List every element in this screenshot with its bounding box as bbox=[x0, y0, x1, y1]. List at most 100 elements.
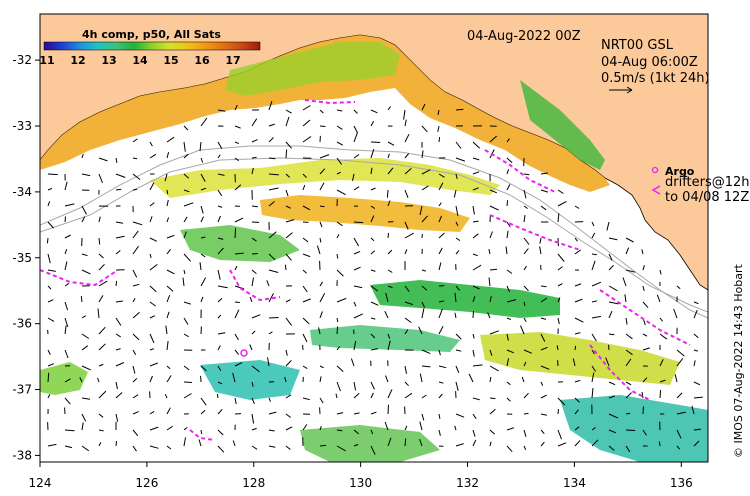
current-vector bbox=[523, 317, 527, 322]
current-vector bbox=[200, 429, 203, 435]
current-vector bbox=[676, 392, 683, 399]
current-vector bbox=[591, 281, 602, 287]
current-vector bbox=[384, 310, 389, 319]
current-vector bbox=[370, 301, 379, 306]
current-vector bbox=[183, 231, 187, 239]
current-vector bbox=[98, 429, 104, 432]
current-vector bbox=[455, 285, 461, 291]
current-vector bbox=[472, 141, 481, 149]
current-vector bbox=[217, 154, 221, 159]
y-tick-label: -34 bbox=[12, 185, 32, 199]
current-vector bbox=[98, 363, 104, 367]
current-vector bbox=[574, 332, 581, 335]
current-vector bbox=[472, 429, 476, 437]
current-vector bbox=[200, 216, 204, 223]
argo-float-marker bbox=[240, 349, 248, 357]
current-vector bbox=[472, 220, 479, 223]
current-vector bbox=[336, 189, 346, 196]
current-vector bbox=[98, 253, 104, 259]
current-vector bbox=[574, 205, 580, 209]
current-vector bbox=[268, 201, 275, 207]
current-vector bbox=[591, 300, 598, 303]
current-vector bbox=[353, 221, 364, 224]
current-vector bbox=[506, 221, 511, 228]
current-vector bbox=[540, 413, 547, 416]
current-vector bbox=[183, 301, 192, 305]
current-vector bbox=[488, 277, 491, 287]
current-vector bbox=[336, 234, 340, 239]
current-vector bbox=[98, 173, 103, 183]
current-vector bbox=[489, 205, 499, 211]
current-vector bbox=[556, 345, 559, 351]
current-vector bbox=[47, 443, 57, 447]
current-vector bbox=[387, 404, 389, 415]
scale-label: 0.5m/s (1kt 24h) bbox=[601, 71, 710, 86]
current-vector bbox=[353, 250, 361, 255]
current-vector bbox=[115, 300, 123, 303]
current-vector bbox=[319, 221, 323, 228]
current-vectors bbox=[46, 101, 703, 455]
y-tick-label: -36 bbox=[12, 317, 32, 331]
current-vector bbox=[370, 250, 376, 255]
current-vector bbox=[132, 411, 139, 415]
current-vector bbox=[234, 397, 237, 404]
current-vector bbox=[523, 248, 529, 255]
current-vector bbox=[234, 333, 239, 341]
current-vector bbox=[489, 296, 492, 303]
current-vector bbox=[421, 150, 424, 159]
current-vector bbox=[370, 392, 374, 399]
current-vector bbox=[251, 314, 261, 319]
current-vector bbox=[149, 348, 154, 351]
current-vector bbox=[641, 391, 644, 399]
current-vector bbox=[540, 381, 544, 386]
current-vector bbox=[319, 154, 330, 159]
current-vector bbox=[506, 184, 511, 191]
current-vector bbox=[404, 392, 413, 399]
current-vector bbox=[302, 424, 308, 431]
current-vector bbox=[183, 333, 189, 338]
current-vector bbox=[200, 253, 206, 258]
current-vector bbox=[693, 333, 699, 339]
current-vector bbox=[453, 189, 457, 198]
current-vector bbox=[132, 394, 139, 399]
current-vector bbox=[200, 236, 206, 239]
current-vector bbox=[234, 125, 241, 129]
current-vector bbox=[47, 201, 51, 207]
current-vector bbox=[455, 365, 460, 373]
current-vector bbox=[404, 425, 408, 431]
current-vector bbox=[676, 285, 681, 290]
current-vector bbox=[285, 349, 288, 356]
current-vector bbox=[81, 345, 89, 351]
current-vector bbox=[251, 237, 257, 242]
current-vector bbox=[47, 173, 58, 176]
current-vector bbox=[149, 216, 153, 223]
drifter-legend-label-2: to 04/08 12Z bbox=[665, 190, 749, 205]
current-vector bbox=[64, 249, 68, 255]
current-vector bbox=[523, 301, 526, 307]
current-vector bbox=[572, 358, 576, 367]
product-label: NRT00 GSL bbox=[601, 38, 674, 53]
current-vector bbox=[81, 216, 86, 223]
current-vector bbox=[64, 301, 69, 311]
current-vector bbox=[149, 362, 158, 367]
current-vector bbox=[216, 393, 219, 399]
current-vector bbox=[115, 440, 117, 447]
current-vector bbox=[625, 333, 633, 340]
current-vector bbox=[523, 265, 527, 271]
current-vector bbox=[217, 345, 221, 351]
current-vector bbox=[642, 285, 645, 292]
x-tick-label: 132 bbox=[456, 476, 479, 490]
current-vector bbox=[674, 374, 678, 383]
current-vector bbox=[557, 442, 567, 447]
current-vector bbox=[489, 429, 495, 435]
current-vector bbox=[302, 317, 310, 325]
current-vector bbox=[387, 249, 393, 255]
current-vector bbox=[217, 429, 224, 436]
current-vector bbox=[353, 412, 360, 415]
current-vector bbox=[539, 246, 542, 255]
current-vector bbox=[489, 189, 497, 194]
current-vector bbox=[506, 169, 510, 175]
current-vector bbox=[115, 413, 119, 422]
drifter-track-7 bbox=[589, 344, 651, 401]
